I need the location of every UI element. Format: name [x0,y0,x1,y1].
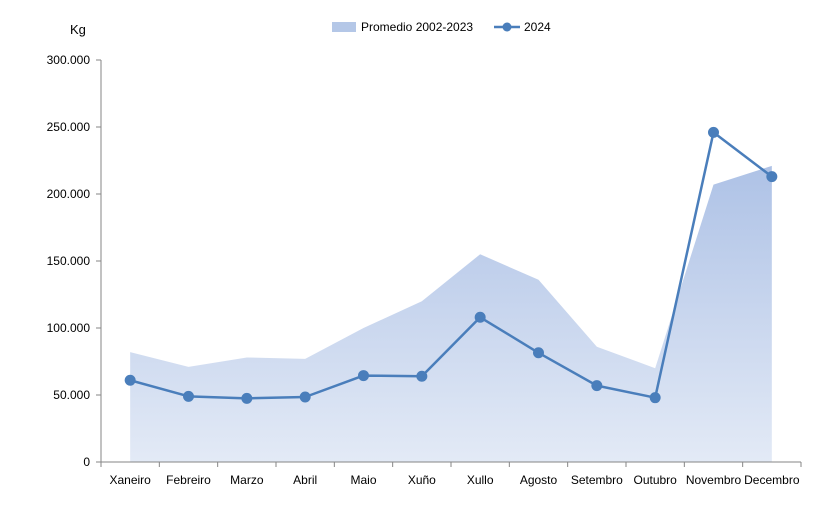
x-tick-label: Maio [350,473,376,487]
legend-marker-2024 [502,22,512,32]
y-tick-label: 50.000 [53,388,90,402]
series-line-2024 [129,131,773,400]
x-tick-label: Xuño [408,473,436,487]
y-unit-label: Kg [70,22,86,37]
x-tick-label: Outubro [633,473,677,487]
series-area-average [130,165,772,463]
y-tick-label: 300.000 [47,53,91,67]
x-tick-label: Abril [293,473,317,487]
legend: Promedio 2002-2023 2024 [332,20,551,34]
data-point-2024 [183,390,194,402]
x-tick-label: Marzo [230,473,264,487]
legend-label-average: Promedio 2002-2023 [361,20,473,34]
data-point-2024 [533,347,544,359]
y-tick-label: 200.000 [47,187,91,201]
data-point-2024 [358,370,369,382]
x-tick-label: Agosto [520,473,558,487]
y-tick-label: 100.000 [47,321,91,335]
data-point-2024 [474,311,486,323]
series-points-2024 [124,126,778,404]
x-tick-label: Xaneiro [109,473,151,487]
legend-swatch-average [332,22,356,32]
y-tick-label: 0 [83,455,90,469]
data-point-2024 [708,126,719,138]
x-tick-label: Setembro [571,473,623,487]
data-point-2024 [591,380,603,392]
y-axis-ticks: 0 50.000 100.000 150.000 200.000 250.000 300.0… [47,53,101,469]
data-point-2024 [416,370,428,382]
data-point-2024 [124,374,136,386]
y-tick-label: 250.000 [47,120,91,134]
data-point-2024 [299,391,311,403]
x-tick-label: Xullo [467,473,494,487]
x-tick-label: Decembro [744,473,800,487]
x-tick-label: Novembro [686,473,742,487]
legend-label-2024: 2024 [524,20,551,34]
data-point-2024 [241,392,253,404]
x-axis-ticks: Xaneiro Febreiro Marzo Abril Maio Xuño Xullo Ag… [100,462,802,487]
y-tick-label: 150.000 [47,254,91,268]
x-tick-label: Febreiro [166,473,211,487]
data-point-2024 [766,171,778,183]
data-point-2024 [649,392,661,404]
